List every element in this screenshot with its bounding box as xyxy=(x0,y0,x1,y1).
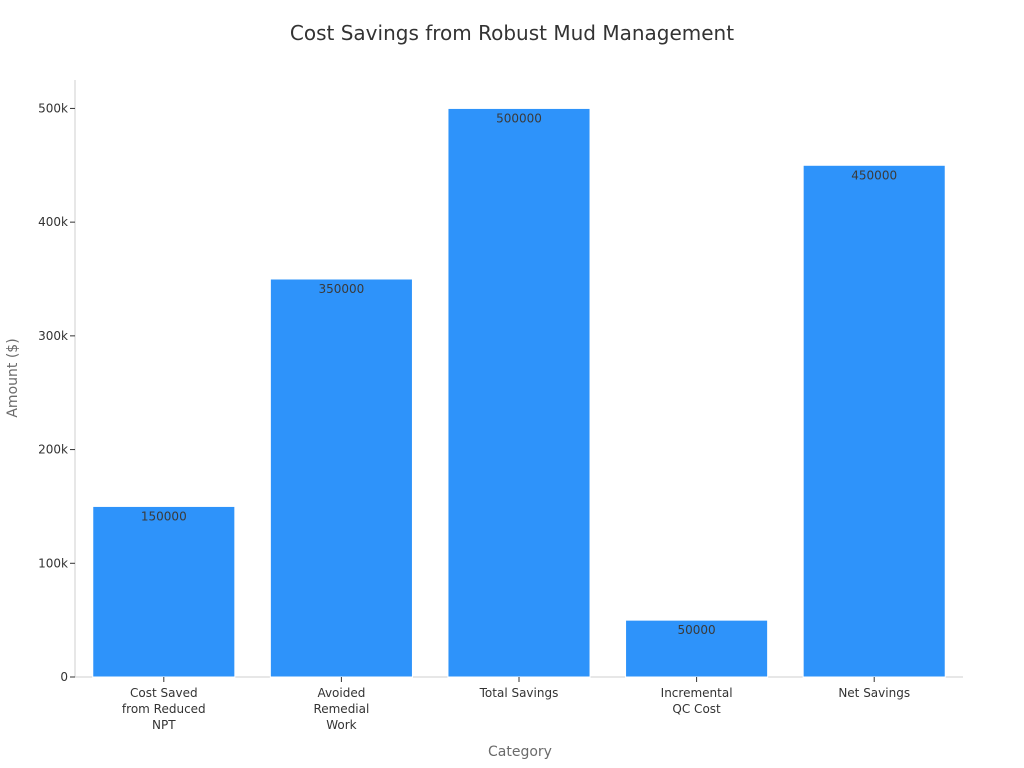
y-tick-label: 300k xyxy=(38,329,68,343)
x-tick-label: Cost Saved from Reduced NPT xyxy=(122,686,206,732)
x-tick-label-line: QC Cost xyxy=(672,702,721,716)
chart-title: Cost Savings from Robust Mud Management xyxy=(290,21,734,45)
x-tick-label: Total Savings xyxy=(479,686,559,700)
data-label: 50000 xyxy=(678,623,716,637)
bar xyxy=(625,619,769,678)
x-tick-label-line: Work xyxy=(326,718,356,732)
bar xyxy=(269,278,413,678)
data-label: 150000 xyxy=(141,509,187,523)
y-tick-label: 400k xyxy=(38,215,68,229)
x-tick-label-line: from Reduced xyxy=(122,702,206,716)
x-tick-label-line: Net Savings xyxy=(838,686,910,700)
data-label: 350000 xyxy=(318,282,364,296)
y-axis-label: Amount ($) xyxy=(5,338,21,417)
x-tick-label: Avoided Remedial Work xyxy=(313,686,369,732)
x-tick-label-line: Avoided xyxy=(317,686,365,700)
y-tick-label: 200k xyxy=(38,443,68,457)
data-label: 500000 xyxy=(496,111,542,125)
bar xyxy=(802,164,946,678)
data-label: 450000 xyxy=(851,168,897,182)
x-tick-label-line: Remedial xyxy=(313,702,369,716)
x-tick-label-line: Total Savings xyxy=(479,686,559,700)
bar xyxy=(92,505,236,678)
bar xyxy=(447,107,591,678)
x-tick-label-line: Incremental xyxy=(661,686,733,700)
x-tick-label: Net Savings xyxy=(838,686,910,700)
x-tick-label-line: Cost Saved xyxy=(130,686,198,700)
plot-area: 0 100k 200k 300k 400k 500k 150000 Cost Saved fro… xyxy=(38,80,963,732)
x-tick-label: Incremental QC Cost xyxy=(661,686,733,716)
y-tick-label: 0 xyxy=(60,670,68,684)
x-tick-label-line: NPT xyxy=(152,718,176,732)
x-axis-label: Category xyxy=(488,744,552,760)
y-tick-label: 100k xyxy=(38,556,68,570)
y-tick-label: 500k xyxy=(38,101,68,115)
